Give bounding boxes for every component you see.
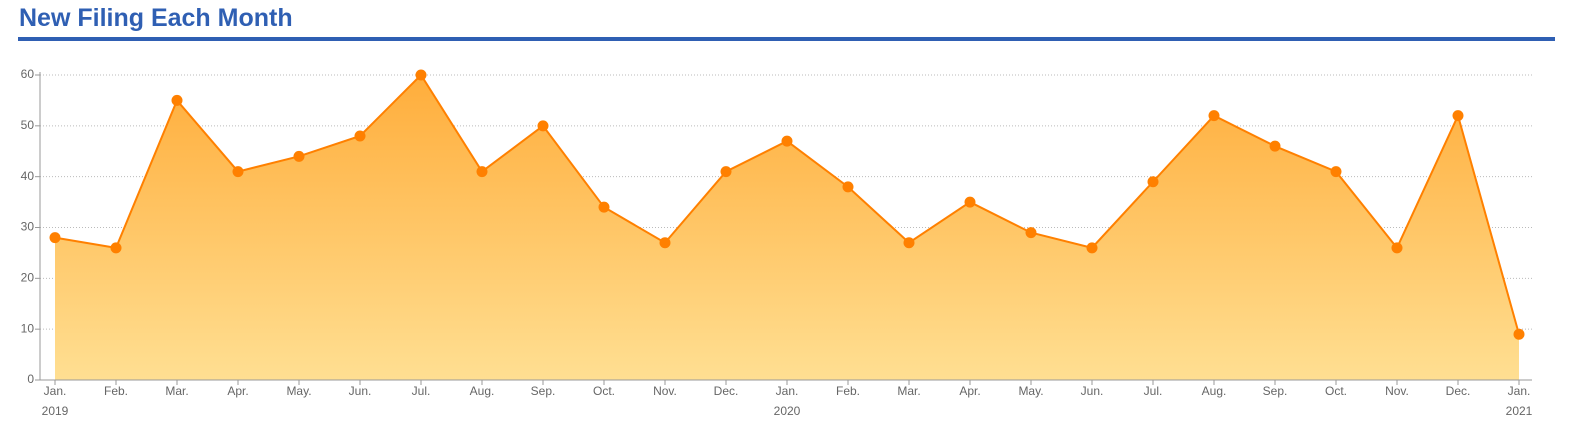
- x-tick-label: Aug.: [470, 384, 495, 398]
- x-tick-label: Mar.: [165, 384, 188, 398]
- point: [476, 166, 488, 178]
- x-tick-label: Nov.: [1385, 384, 1409, 398]
- point: [1513, 328, 1525, 340]
- point: [1025, 227, 1037, 239]
- point: [1330, 166, 1342, 178]
- point: [1086, 242, 1098, 254]
- x-year-label: 2019: [42, 404, 69, 418]
- chart-title: New Filing Each Month: [19, 4, 293, 32]
- x-tick-label: Dec.: [714, 384, 739, 398]
- y-tick-label: 10: [21, 321, 35, 335]
- point: [415, 69, 427, 81]
- y-tick-label: 60: [21, 67, 35, 81]
- y-tick-label: 0: [27, 372, 34, 386]
- x-year-label: 2021: [1506, 404, 1533, 418]
- x-tick-label: May.: [286, 384, 311, 398]
- x-tick-label: Feb.: [104, 384, 128, 398]
- point: [1269, 140, 1281, 152]
- point: [171, 94, 183, 106]
- x-tick-label: Jun.: [349, 384, 372, 398]
- x-tick-label: Apr.: [227, 384, 248, 398]
- area: [55, 75, 1519, 380]
- point: [110, 242, 122, 254]
- x-tick-label: Aug.: [1202, 384, 1227, 398]
- x-tick-label: Jan.: [44, 384, 67, 398]
- point: [1208, 110, 1220, 122]
- x-tick-label: Feb.: [836, 384, 860, 398]
- point: [964, 196, 976, 208]
- x-tick-label: May.: [1018, 384, 1043, 398]
- x-tick-label: Jun.: [1081, 384, 1104, 398]
- x-tick-label: Apr.: [959, 384, 980, 398]
- point: [903, 237, 915, 249]
- x-year-label: 2020: [774, 404, 801, 418]
- x-tick-label: Jul.: [412, 384, 431, 398]
- point: [1147, 176, 1159, 188]
- point: [720, 166, 732, 178]
- point: [781, 135, 793, 147]
- point: [293, 150, 305, 162]
- x-tick-label: Jul.: [1144, 384, 1163, 398]
- y-tick-label: 40: [21, 169, 35, 183]
- point: [1391, 242, 1403, 254]
- point: [1452, 110, 1464, 122]
- x-tick-label: Dec.: [1446, 384, 1471, 398]
- point: [537, 120, 549, 132]
- point: [842, 181, 854, 193]
- x-tick-label: Oct.: [593, 384, 615, 398]
- x-tick-label: Jan.: [1508, 384, 1531, 398]
- point: [598, 201, 610, 213]
- point: [659, 237, 671, 249]
- y-tick-label: 30: [21, 220, 35, 234]
- x-tick-label: Sep.: [1263, 384, 1288, 398]
- title-rule: [18, 37, 1555, 41]
- x-tick-label: Nov.: [653, 384, 677, 398]
- x-tick-label: Oct.: [1325, 384, 1347, 398]
- y-tick-label: 50: [21, 118, 35, 132]
- x-tick-label: Jan.: [776, 384, 799, 398]
- x-tick-label: Sep.: [531, 384, 556, 398]
- point: [232, 166, 244, 178]
- point: [49, 232, 61, 244]
- point: [354, 130, 366, 142]
- x-tick-label: Mar.: [897, 384, 920, 398]
- y-tick-label: 20: [21, 271, 35, 285]
